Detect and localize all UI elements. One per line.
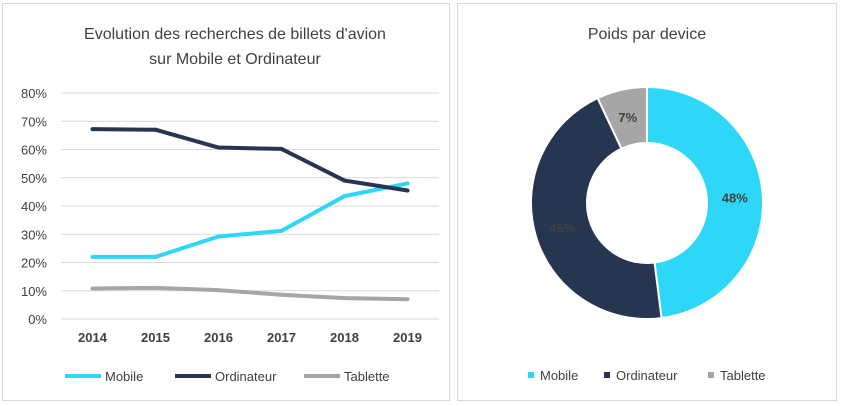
data-point: [405, 181, 410, 186]
legend-item-mobile: Mobile: [65, 369, 143, 384]
data-point: [342, 178, 347, 183]
series-line-tablette: [92, 285, 408, 302]
y-tick-label: 60%: [21, 143, 47, 158]
data-point: [216, 288, 221, 293]
donut-legend-item-tablette: Tablette: [708, 368, 766, 383]
data-point: [153, 285, 158, 290]
data-point: [405, 188, 410, 193]
data-point: [90, 254, 95, 259]
legend-swatch: [528, 372, 534, 378]
x-tick-label: 2019: [393, 330, 422, 345]
data-point: [216, 145, 221, 150]
y-tick-label: 70%: [21, 114, 47, 129]
series-line-mobile: [92, 181, 408, 259]
data-point: [216, 234, 221, 239]
y-tick-label: 40%: [21, 199, 47, 214]
x-tick-label: 2018: [330, 330, 359, 345]
slice-tablette: [596, 85, 648, 151]
slice-label: 48%: [722, 190, 748, 205]
legend-item-ordinateur: Ordinateur: [175, 369, 277, 384]
donut-chart-panel: Poids par device 48% 45% 7% Mobile Ordinate…: [457, 3, 837, 401]
y-tick-label: 80%: [21, 86, 47, 101]
legend-label: Ordinateur: [215, 369, 277, 384]
data-point: [279, 146, 284, 151]
slice-mobile: [646, 85, 764, 320]
legend-swatch: [604, 372, 610, 378]
line-chart: Evolution des recherches de billets d'av…: [21, 26, 439, 384]
slice-label: 45%: [549, 221, 575, 236]
legend-label: Tablette: [344, 369, 390, 384]
y-tick-label: 50%: [21, 171, 47, 186]
legend-swatch: [708, 372, 714, 378]
data-point: [342, 194, 347, 199]
data-point: [153, 127, 158, 132]
data-point: [342, 296, 347, 301]
data-point: [279, 228, 284, 233]
legend-label: Ordinateur: [616, 368, 678, 383]
series-line-ordinateur: [92, 127, 408, 193]
y-tick-label: 0%: [28, 312, 47, 327]
line-chart-title-line-1: Evolution des recherches de billets d'av…: [84, 26, 386, 43]
legend-label: Mobile: [540, 368, 578, 383]
x-tick-label: 2015: [141, 330, 170, 345]
slice-label: 7%: [618, 110, 637, 125]
data-point: [90, 286, 95, 291]
donut-legend-item-mobile: Mobile: [528, 368, 578, 383]
legend-label: Tablette: [720, 368, 766, 383]
donut-legend-item-ordinateur: Ordinateur: [604, 368, 678, 383]
line-chart-panel: Evolution des recherches de billets d'av…: [2, 3, 450, 401]
y-tick-label: 20%: [21, 256, 47, 271]
data-point: [90, 127, 95, 132]
slice-ordinateur: [530, 96, 663, 320]
legend-item-tablette: Tablette: [304, 369, 390, 384]
x-tick-label: 2016: [204, 330, 233, 345]
line-chart-title-line-2: sur Mobile et Ordinateur: [149, 51, 321, 68]
data-point: [279, 292, 284, 297]
donut-chart: Poids par device 48% 45% 7% Mobile Ordinate…: [528, 26, 766, 383]
data-point: [153, 254, 158, 259]
data-point: [405, 297, 410, 302]
legend-label: Mobile: [105, 369, 143, 384]
x-tick-label: 2014: [78, 330, 108, 345]
y-tick-label: 10%: [21, 284, 47, 299]
y-tick-label: 30%: [21, 227, 47, 242]
x-tick-label: 2017: [267, 330, 296, 345]
donut-chart-title: Poids par device: [588, 26, 706, 43]
